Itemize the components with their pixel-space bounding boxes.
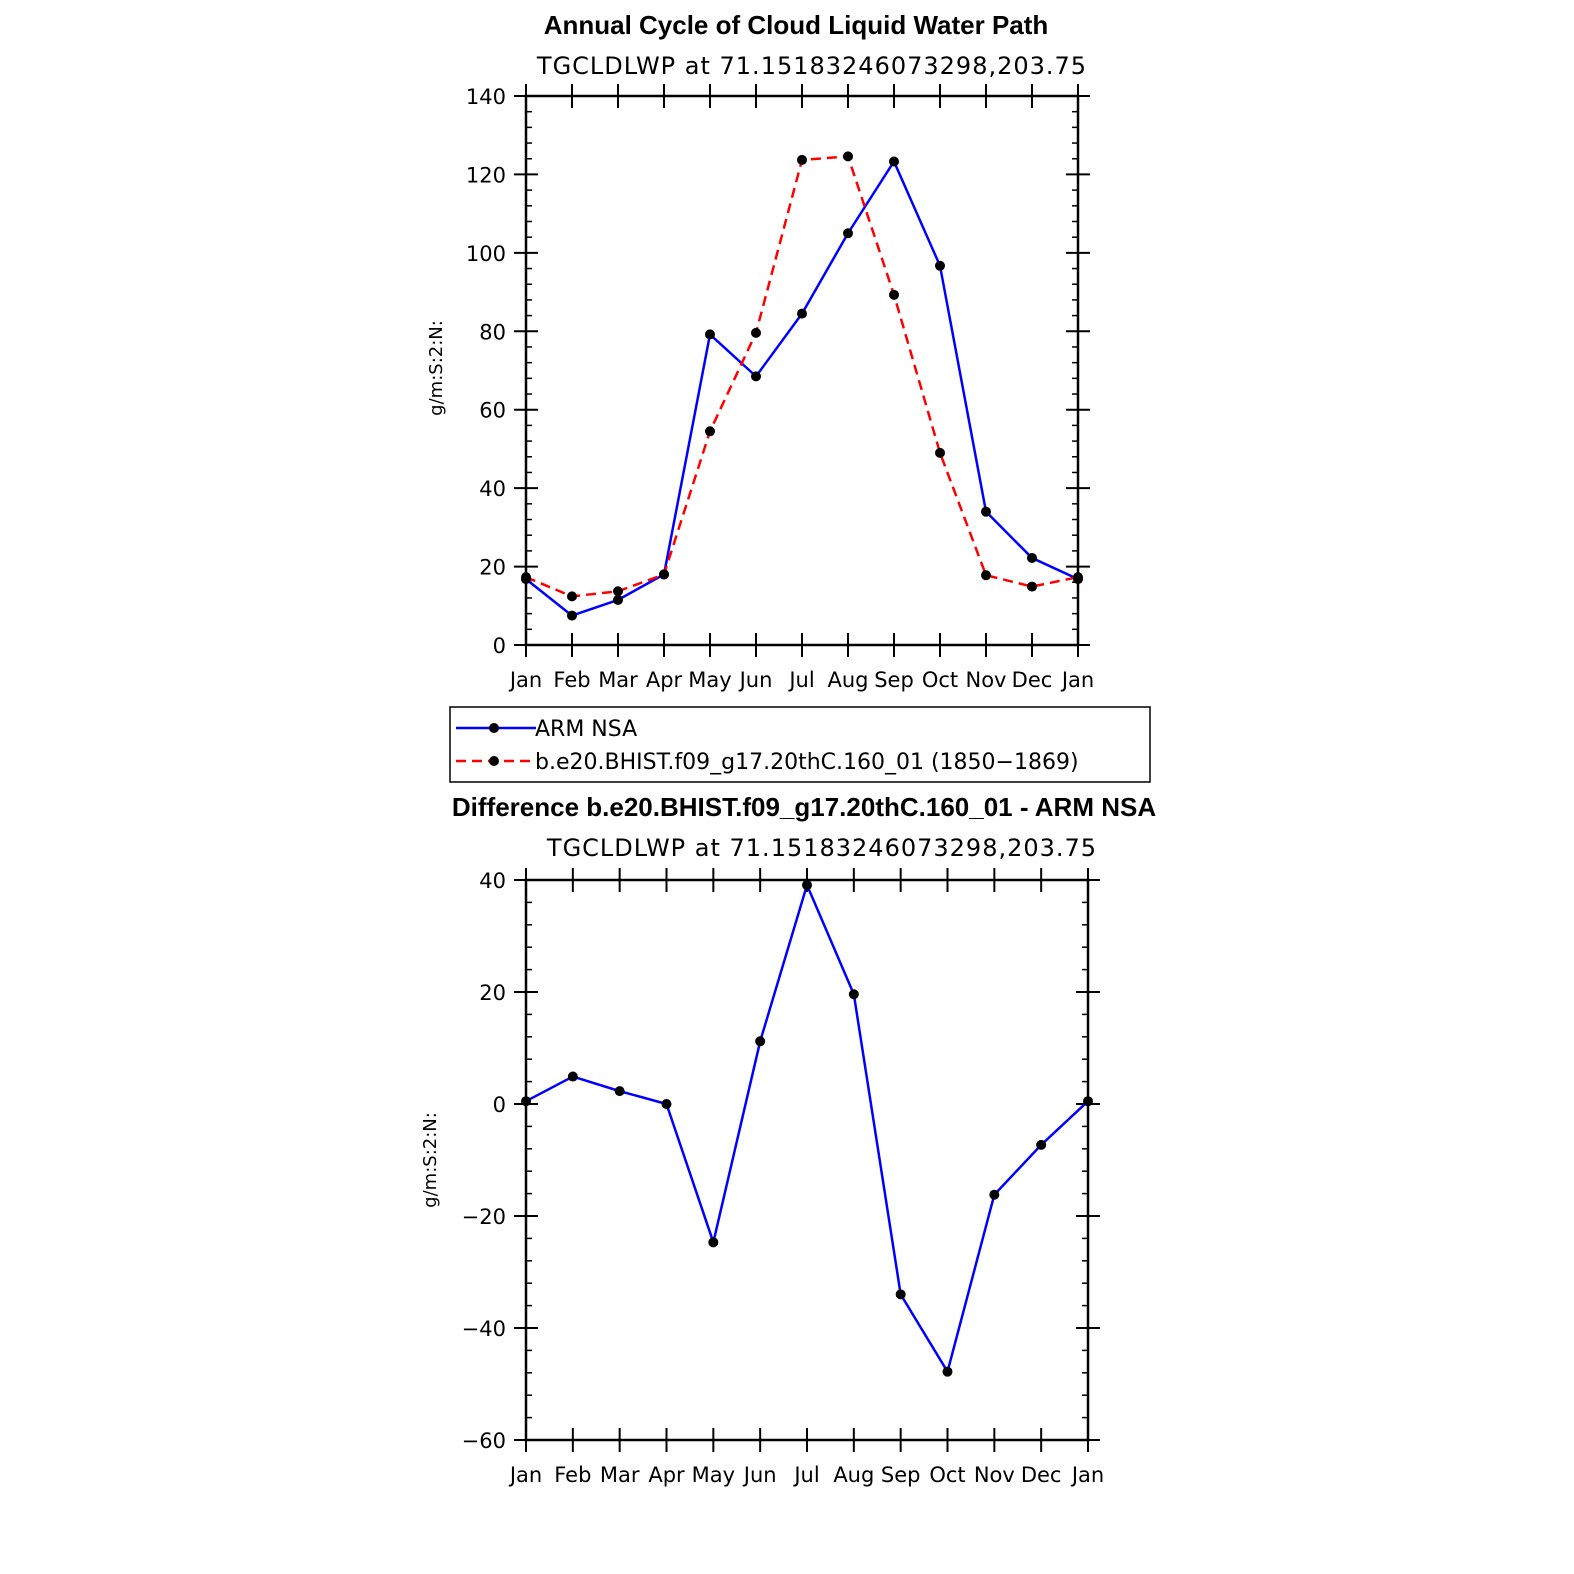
annual-ytick-label: 60 xyxy=(479,399,506,423)
annual-series-1-point xyxy=(889,289,899,300)
annual-series-1-line xyxy=(525,155,1079,598)
difference-ytick-label: 0 xyxy=(493,1093,506,1117)
annual-ytick-label: 80 xyxy=(479,320,506,344)
annual-series-1-point xyxy=(567,591,577,602)
annual-series-1-point xyxy=(843,151,853,162)
annual-cycle-plot-area: 0 20 40 60 80 100 120 140 Jan Feb Mar Apr May Jun Jul A… xyxy=(466,84,1094,692)
annual-xtick-label: Apr xyxy=(646,668,683,692)
annual-xtick-label: Jan xyxy=(508,668,542,692)
annual-xtick-label: Sep xyxy=(874,668,914,692)
difference-xtick-label: Feb xyxy=(554,1463,591,1487)
annual-series-0-point xyxy=(1027,552,1037,563)
annual-series-0-point xyxy=(751,371,761,382)
annual-ytick-label: 100 xyxy=(466,242,506,266)
difference-xtick-label: Dec xyxy=(1021,1463,1062,1487)
annual-xtick-label: Mar xyxy=(598,668,638,692)
difference-series-0-point xyxy=(989,1189,1000,1200)
difference-xtick-label: May xyxy=(692,1463,735,1487)
difference-xtick-label: Jan xyxy=(1070,1463,1104,1487)
difference-frame xyxy=(524,878,1090,1442)
annual-xtick-label: Oct xyxy=(922,668,958,692)
annual-series-0-point xyxy=(843,228,853,239)
annual-series-1-point xyxy=(751,327,761,338)
annual-series-1-point xyxy=(1027,581,1037,592)
annual-ytick-label: 0 xyxy=(493,634,506,658)
annual-xtick-label: May xyxy=(688,668,731,692)
difference-series-0-point xyxy=(802,880,812,891)
annual-ytick-label: 40 xyxy=(479,477,506,501)
annual-series-1-point xyxy=(935,447,945,458)
annual-xtick-label: Jun xyxy=(738,668,773,692)
annual-series-1-point xyxy=(981,570,991,581)
annual-xtick-label: Aug xyxy=(827,668,868,692)
annual-series-0-line xyxy=(525,160,1079,617)
annual-series-1-point xyxy=(521,572,531,583)
difference-series-0-point xyxy=(567,1071,578,1082)
difference-series-0-line xyxy=(525,883,1089,1373)
difference-xtick-label: Jun xyxy=(742,1463,777,1487)
difference-series-0-point xyxy=(895,1289,906,1300)
chart-title: Annual Cycle of Cloud Liquid Water Path xyxy=(544,10,1049,40)
annual-xtick-label: Jul xyxy=(787,668,814,692)
annual-ytick-label: 140 xyxy=(466,85,506,109)
difference-xtick-label: Jan xyxy=(508,1463,542,1487)
annual-xtick-label: Nov xyxy=(966,668,1007,692)
difference-chart: Difference b.e20.BHIST.f09_g17.20thC.160… xyxy=(420,792,1156,1487)
y-axis-label: g/m:S:2:N: xyxy=(426,320,447,416)
difference-plot-area: −60 −40 −20 0 20 40 Jan Feb Mar Apr May Jun Jul Aug Se… xyxy=(462,868,1104,1487)
difference-y-axis-label: g/m:S:2:N: xyxy=(420,1112,441,1208)
annual-series-1-point xyxy=(613,586,623,597)
annual-frame xyxy=(524,94,1080,647)
difference-xtick-label: Oct xyxy=(929,1463,965,1487)
annual-xtick-label: Jan xyxy=(1060,668,1094,692)
annual-xtick-label: Feb xyxy=(553,668,590,692)
annual-cycle-chart: Annual Cycle of Cloud Liquid Water Path … xyxy=(426,10,1094,692)
annual-series-0-point xyxy=(889,156,899,167)
difference-series-0-point xyxy=(848,989,859,1000)
annual-series-1-point xyxy=(659,569,669,580)
difference-series-0-point xyxy=(614,1086,625,1097)
legend-label-model: b.e20.BHIST.f09_g17.20thC.160_01 (1850−1… xyxy=(535,750,1079,775)
legend: ARM NSA b.e20.BHIST.f09_g17.20thC.160_01… xyxy=(449,706,1151,783)
difference-series-0-point xyxy=(708,1237,719,1248)
difference-xtick-label: Apr xyxy=(648,1463,685,1487)
annual-ytick-label: 120 xyxy=(466,163,506,187)
difference-ytick-label: 20 xyxy=(479,981,506,1005)
difference-chart-subtitle: TGCLDLWP at 71.15183246073298,203.75 xyxy=(546,834,1097,862)
legend-box xyxy=(449,706,1151,783)
difference-ytick-label: −40 xyxy=(462,1317,506,1341)
difference-ytick-label: −20 xyxy=(462,1205,506,1229)
annual-series-0-point xyxy=(567,610,577,621)
difference-series-0-point xyxy=(661,1099,672,1109)
difference-series-0-point xyxy=(1036,1139,1047,1150)
difference-series-0-point xyxy=(755,1036,766,1047)
difference-xtick-label: Mar xyxy=(600,1463,640,1487)
difference-series-0-point xyxy=(942,1366,953,1377)
legend-marker-model xyxy=(489,756,499,766)
annual-ytick-label: 20 xyxy=(479,556,506,580)
legend-marker-arm-nsa xyxy=(489,723,499,733)
chart-subtitle: TGCLDLWP at 71.15183246073298,203.75 xyxy=(536,52,1087,80)
difference-ytick-label: 40 xyxy=(479,869,506,893)
annual-xtick-label: Dec xyxy=(1012,668,1053,692)
annual-series-0-point xyxy=(705,329,715,340)
difference-xtick-label: Sep xyxy=(881,1463,921,1487)
difference-xtick-label: Aug xyxy=(833,1463,874,1487)
difference-xtick-label: Jul xyxy=(792,1463,819,1487)
difference-series-0-point xyxy=(521,1096,531,1107)
annual-series-0-point xyxy=(935,260,945,271)
difference-ytick-label: −60 xyxy=(462,1429,506,1453)
legend-label-arm-nsa: ARM NSA xyxy=(535,717,637,742)
annual-series-0-point xyxy=(981,506,991,517)
annual-series-1-point xyxy=(797,154,807,165)
annual-series-1-point xyxy=(705,426,715,437)
annual-series-1-point xyxy=(1073,572,1083,583)
difference-xtick-label: Nov xyxy=(974,1463,1015,1487)
difference-series-0-point xyxy=(1083,1096,1093,1107)
annual-series-0-point xyxy=(613,594,623,605)
annual-series-0-point xyxy=(797,308,807,319)
difference-chart-title: Difference b.e20.BHIST.f09_g17.20thC.160… xyxy=(452,792,1156,822)
